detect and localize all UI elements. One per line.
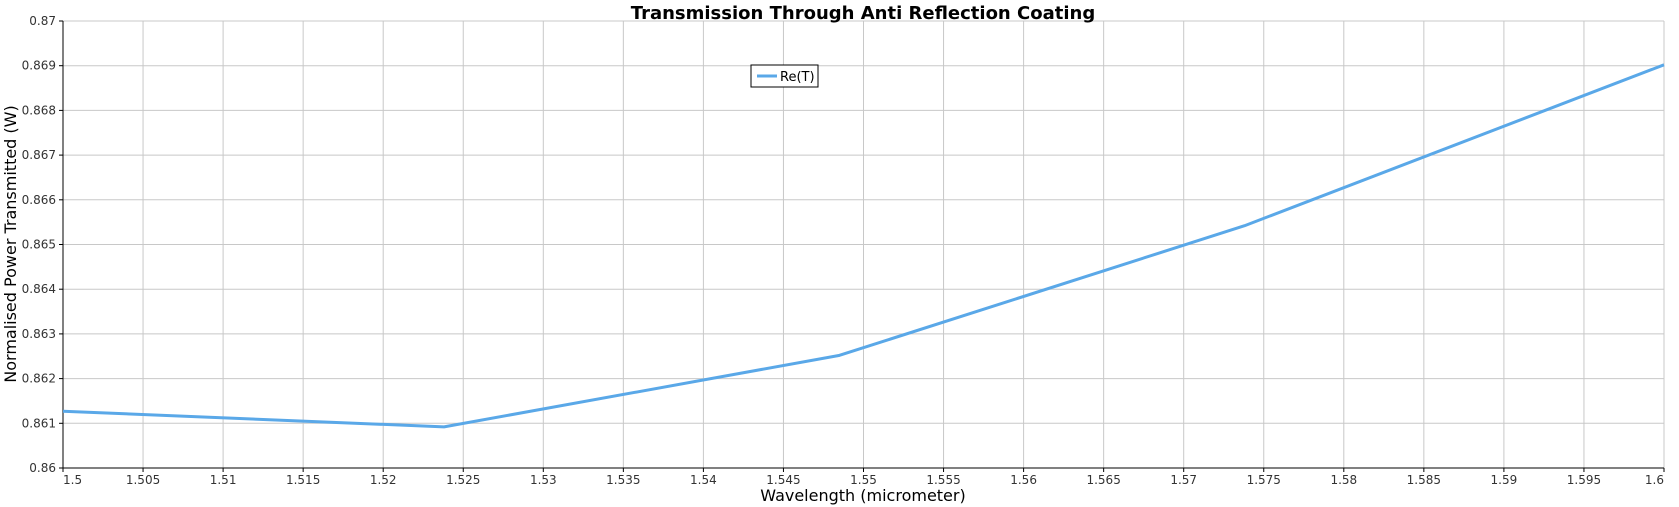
x-tick-label: 1.565 — [1086, 473, 1120, 487]
x-tick-label: 1.6 — [1645, 473, 1664, 487]
chart-title: Transmission Through Anti Reflection Coa… — [631, 3, 1095, 24]
x-tick-label: 1.555 — [926, 473, 960, 487]
x-tick-label: 1.56 — [1010, 473, 1037, 487]
x-axis-label: Wavelength (micrometer) — [760, 486, 965, 505]
x-tick-label: 1.58 — [1330, 473, 1357, 487]
x-tick-label: 1.575 — [1247, 473, 1281, 487]
x-tick-label: 1.59 — [1491, 473, 1518, 487]
x-tick-label: 1.515 — [286, 473, 320, 487]
x-tick-label: 1.54 — [690, 473, 717, 487]
y-tick-labels: 0.86 0.861 0.862 0.863 0.864 0.865 0.866 0.867 0… — [22, 14, 63, 475]
x-tick-label: 1.5 — [63, 473, 82, 487]
y-tick-label: 0.86 — [29, 461, 56, 475]
x-tick-label: 1.57 — [1170, 473, 1197, 487]
y-tick-label: 0.864 — [22, 282, 56, 296]
y-tick-label: 0.87 — [29, 14, 56, 28]
y-tick-label: 0.868 — [22, 103, 56, 117]
y-tick-label: 0.867 — [22, 148, 56, 162]
x-tick-label: 1.53 — [530, 473, 557, 487]
y-tick-label: 0.869 — [22, 59, 56, 73]
series-layer — [62, 63, 1665, 429]
x-tick-label: 1.595 — [1567, 473, 1601, 487]
y-tick-label: 0.866 — [22, 193, 56, 207]
legend-box — [750, 64, 819, 88]
legend-label: Re(T) — [780, 70, 815, 85]
x-tick-label: 1.585 — [1407, 473, 1441, 487]
x-tick-label: 1.505 — [126, 473, 160, 487]
x-tick-label: 1.535 — [606, 473, 640, 487]
y-tick-label: 0.861 — [22, 416, 56, 430]
series-line — [62, 63, 1665, 429]
legend: Re(T) — [750, 64, 819, 88]
y-axis-label: Normalised Power Transmitted (W) — [1, 105, 20, 382]
x-tick-labels: 1.5 1.505 1.51 1.515 1.52 1.525 1.53 1.535 1.54 1… — [62, 468, 1665, 487]
x-tick-label: 1.545 — [766, 473, 800, 487]
y-tick-label: 0.862 — [22, 372, 56, 386]
y-tick-label: 0.863 — [22, 327, 56, 341]
x-tick-label: 1.52 — [370, 473, 397, 487]
x-tick-label: 1.55 — [850, 473, 877, 487]
y-tick-label: 0.865 — [22, 238, 56, 252]
x-tick-label: 1.51 — [210, 473, 237, 487]
grid — [62, 20, 1665, 469]
x-tick-label: 1.525 — [446, 473, 480, 487]
